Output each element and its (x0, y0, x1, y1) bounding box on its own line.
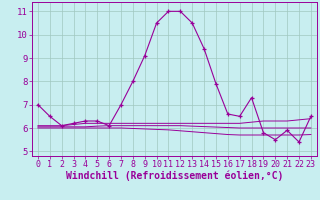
X-axis label: Windchill (Refroidissement éolien,°C): Windchill (Refroidissement éolien,°C) (66, 171, 283, 181)
